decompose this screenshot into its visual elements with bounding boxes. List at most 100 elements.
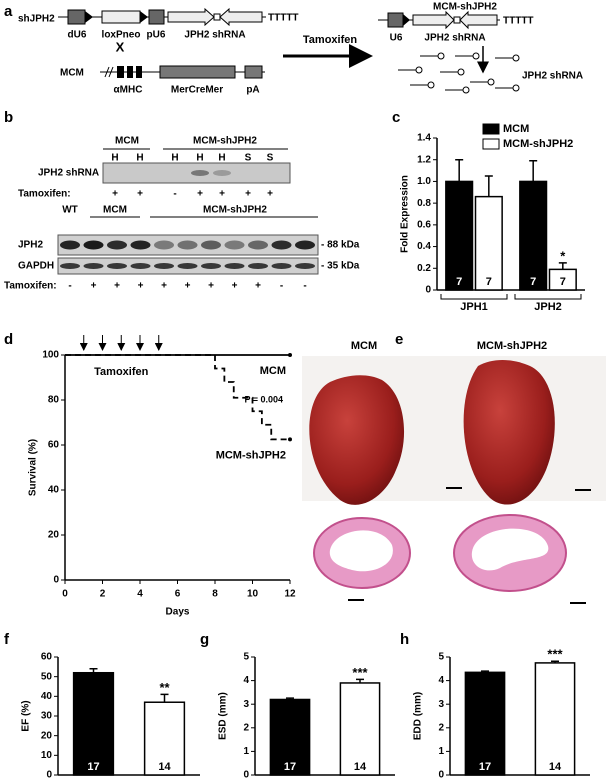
treatment-sign: + bbox=[91, 281, 97, 292]
cross: X bbox=[116, 39, 125, 54]
panel-label: h bbox=[400, 631, 409, 648]
x-tick-label: JPH2 bbox=[534, 301, 562, 313]
band bbox=[224, 263, 245, 269]
band bbox=[60, 240, 80, 250]
y-tick-label: 3 bbox=[438, 699, 444, 710]
construct-result-part bbox=[412, 10, 455, 30]
band bbox=[60, 263, 80, 269]
y-tick-label: 80 bbox=[48, 395, 60, 406]
band bbox=[83, 240, 104, 250]
bar bbox=[339, 682, 381, 776]
construct-shjph2-part bbox=[85, 11, 93, 23]
band bbox=[177, 263, 198, 269]
error-bar bbox=[160, 693, 169, 703]
survival-line bbox=[65, 354, 290, 441]
treatment-sign: + bbox=[255, 281, 261, 292]
image-title: MCM bbox=[351, 340, 377, 352]
x-tick-label: 6 bbox=[175, 589, 181, 600]
construct-result-part bbox=[494, 84, 520, 92]
y-tick-label: 40 bbox=[48, 485, 60, 496]
construct-mcm-part bbox=[159, 65, 236, 79]
treatment-sign: - bbox=[68, 281, 71, 292]
error-bar bbox=[356, 678, 364, 683]
end-point bbox=[288, 437, 292, 442]
y-axis-label: EDD (mm) bbox=[413, 692, 424, 740]
bar bbox=[143, 701, 186, 776]
lane-label: S bbox=[267, 153, 274, 164]
element-label: JPH2 shRNA bbox=[184, 30, 245, 41]
construct-shjph2-part bbox=[148, 9, 165, 25]
group-label: MCM-shJPH2 bbox=[193, 136, 257, 147]
image-title: MCM-shJPH2 bbox=[477, 340, 547, 352]
y-tick-label: 20 bbox=[41, 730, 53, 741]
error-bar bbox=[529, 160, 538, 182]
construct-result-part bbox=[403, 14, 410, 26]
lane-label: H bbox=[218, 153, 225, 164]
band bbox=[213, 170, 231, 176]
element-label: αMHC bbox=[114, 85, 143, 96]
construct-result-part bbox=[387, 12, 404, 28]
lane-label: H bbox=[171, 153, 178, 164]
legend-label: MCM bbox=[503, 123, 529, 135]
error-bar bbox=[89, 668, 98, 673]
y-tick-label: 1 bbox=[438, 746, 444, 757]
x-tick-label: 2 bbox=[100, 589, 106, 600]
panel-label: d bbox=[4, 331, 13, 348]
series-label: MCM bbox=[260, 365, 286, 377]
error-bar bbox=[455, 158, 464, 182]
terminator: TTTTT bbox=[503, 16, 534, 27]
legend-swatch bbox=[482, 123, 500, 135]
y-tick-label: 60 bbox=[41, 652, 53, 663]
treatment-sign: - bbox=[280, 281, 283, 292]
heart-images-part bbox=[471, 528, 549, 571]
element-label: JPH2 shRNA bbox=[424, 33, 485, 44]
y-axis-label: Survival (%) bbox=[28, 439, 39, 496]
treatment-sign: + bbox=[232, 281, 238, 292]
y-axis-label: EF (%) bbox=[21, 700, 32, 731]
band bbox=[248, 263, 268, 269]
construct-shjph2-part bbox=[140, 11, 148, 23]
construct-result-part bbox=[453, 16, 461, 24]
treatment-label: Tamoxifen bbox=[303, 34, 357, 46]
construct-mcm-part bbox=[117, 66, 124, 78]
size-marker: - 35 kDa bbox=[321, 261, 360, 272]
significance: *** bbox=[547, 647, 563, 662]
y-tick-label: 0.2 bbox=[417, 263, 431, 274]
panel-label: a bbox=[4, 3, 13, 20]
band bbox=[107, 263, 127, 269]
n-label: 7 bbox=[530, 276, 536, 288]
band bbox=[271, 263, 292, 269]
error-bar bbox=[551, 660, 559, 663]
group-label: WT bbox=[62, 205, 78, 216]
construct-shjph2-part bbox=[219, 7, 263, 27]
n-label: 7 bbox=[560, 276, 566, 288]
x-tick-label: JPH1 bbox=[460, 301, 488, 313]
construct-result-part bbox=[454, 52, 480, 60]
treatment-sign: + bbox=[161, 281, 167, 292]
construct-result-part bbox=[494, 54, 520, 62]
treatment-sign: + bbox=[208, 281, 214, 292]
treatment-sign: + bbox=[112, 189, 118, 200]
n-label: 17 bbox=[479, 761, 491, 773]
treatment-sign: + bbox=[267, 189, 273, 200]
panel-label: c bbox=[392, 109, 400, 126]
band bbox=[83, 263, 104, 269]
y-tick-label: 1.4 bbox=[417, 133, 431, 144]
n-label: 17 bbox=[87, 761, 99, 773]
construct-result-part bbox=[444, 86, 470, 94]
bar bbox=[72, 671, 115, 776]
x-tick-label: 0 bbox=[62, 589, 68, 600]
error-bar bbox=[481, 670, 489, 673]
y-tick-label: 1.0 bbox=[417, 176, 431, 187]
construct-shjph2: shJPH2 TTTTT dU6 loxPneo pU6 JPH2 shRNA bbox=[18, 7, 299, 41]
n-label: 14 bbox=[354, 761, 367, 773]
construct-mcm-part bbox=[104, 66, 110, 78]
treatment-sign: + bbox=[245, 189, 251, 200]
element-label: loxPneo bbox=[102, 30, 141, 41]
y-tick-label: 60 bbox=[48, 440, 60, 451]
construct-result-part bbox=[469, 78, 495, 86]
construct-mcm-part bbox=[244, 65, 263, 79]
y-tick-label: 3 bbox=[243, 699, 249, 710]
series-label: MCM-shJPH2 bbox=[216, 449, 286, 461]
